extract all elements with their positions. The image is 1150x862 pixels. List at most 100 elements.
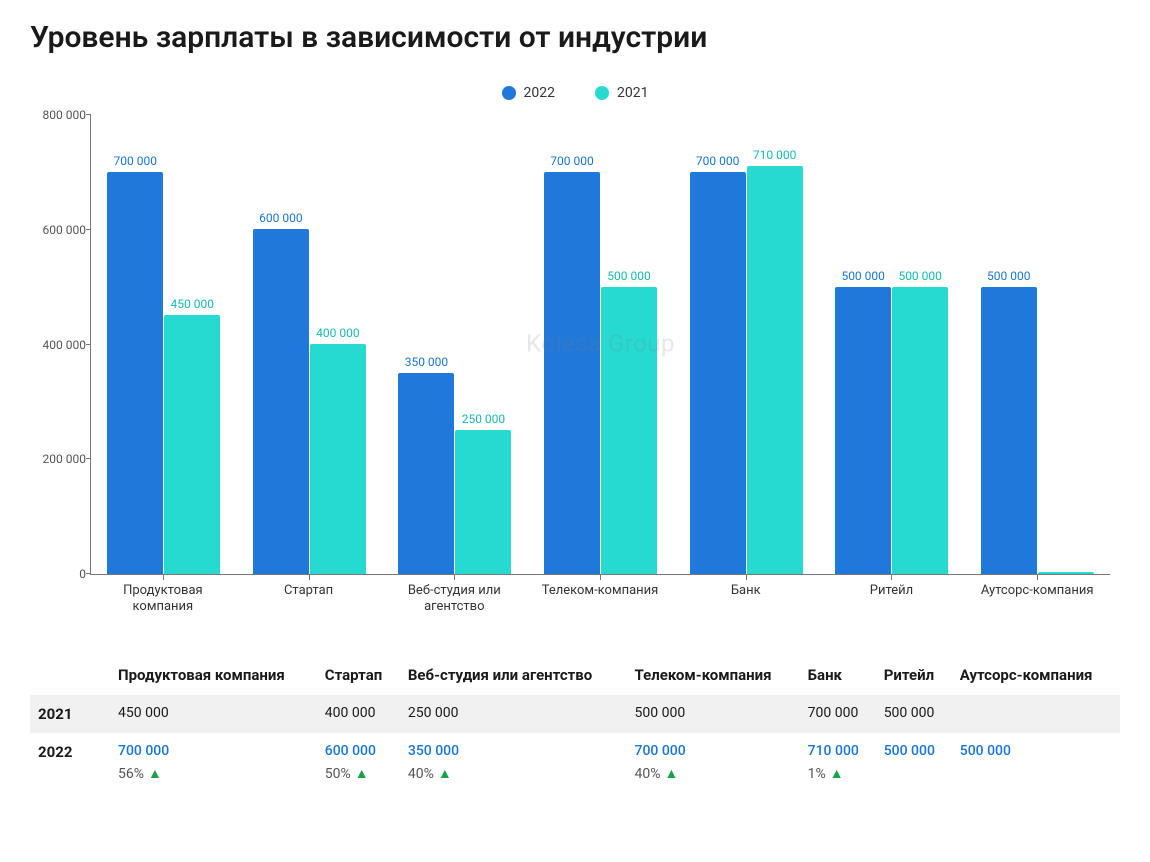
bar-value-label: 250 000 (462, 412, 505, 426)
table-row-2022: 2022 700 00056%▲600 00050%▲350 00040%▲70… (30, 733, 1120, 792)
y-tick-label: 200 000 (31, 452, 86, 466)
y-tick-mark (86, 114, 91, 115)
table-cell: 250 000 (400, 695, 627, 733)
arrow-up-icon: ▲ (355, 765, 369, 782)
bar-value-label: 500 000 (607, 269, 650, 283)
legend-label: 2021 (617, 85, 648, 101)
x-axis-labels: Продуктовая компанияСтартапВеб-студия ил… (90, 579, 1110, 616)
x-tick: Продуктовая компания (90, 579, 236, 616)
bar-value-label: 710 000 (753, 148, 796, 162)
bar-value-label: 700 000 (550, 154, 593, 168)
bar-2021: 710 000 (747, 166, 803, 574)
table-cell: 400 000 (317, 695, 400, 733)
x-axis-label: Продуктовая компания (90, 579, 236, 616)
table-cell: 500 000 (876, 695, 952, 733)
y-tick-label: 600 000 (31, 223, 86, 237)
chart-legend: 2022 2021 (30, 85, 1120, 101)
x-axis-label: Стартап (236, 579, 382, 599)
arrow-up-icon: ▲ (438, 765, 452, 782)
y-tick-label: 0 (31, 567, 86, 581)
x-tick: Стартап (236, 579, 382, 616)
growth-percent: 40% (635, 766, 661, 782)
table-cell (952, 695, 1120, 733)
arrow-up-icon: ▲ (665, 765, 679, 782)
bar-2021: 250 000 (455, 430, 511, 574)
x-tick: Телеком-компания (527, 579, 673, 616)
bar-value-label: 700 000 (114, 154, 157, 168)
table-row-2021: 2021 450 000400 000250 000500 000700 000… (30, 695, 1120, 733)
growth-percent: 1% (808, 766, 826, 782)
arrow-up-icon: ▲ (148, 765, 162, 782)
bar-value-label: 600 000 (259, 211, 302, 225)
growth-indicator: 50%▲ (325, 765, 392, 782)
x-tick-mark (891, 575, 892, 580)
table-column-header: Аутсорс-компания (952, 656, 1120, 696)
chart-area: 0200 000400 000600 000800 000 700 000450… (90, 115, 1110, 575)
y-tick-label: 800 000 (31, 108, 86, 122)
bar-2022: 350 000 (398, 373, 454, 574)
bar-value-label: 500 000 (841, 269, 884, 283)
legend-item: 2022 (502, 85, 555, 101)
data-table: Продуктовая компанияСтартапВеб-студия ил… (30, 656, 1120, 793)
table-value-2022: 700 000 (635, 743, 792, 759)
bar-2022: 500 000 (981, 287, 1037, 575)
bar-group: 700 000 500 000 (528, 115, 674, 574)
table-cell: 450 000 (110, 695, 317, 733)
bar-value-label: 500 000 (987, 269, 1030, 283)
table-cell: 700 000 40%▲ (627, 733, 800, 792)
bar-2022: 500 000 (835, 287, 891, 575)
x-tick-mark (1037, 575, 1038, 580)
table-value-2022: 500 000 (884, 743, 944, 759)
table-cell: 500 000 (952, 733, 1120, 792)
table-cell: 350 000 40%▲ (400, 733, 627, 792)
y-axis: 0200 000400 000600 000800 000 (31, 115, 86, 574)
y-tick-label: 400 000 (31, 338, 86, 352)
table-cell: 700 00056%▲ (110, 733, 317, 792)
y-tick-mark (86, 344, 91, 345)
bar-2022: 700 000 (107, 172, 163, 575)
x-tick: Аутсорс-компания (964, 579, 1110, 616)
growth-percent: 40% (408, 766, 434, 782)
bar-2021: 450 000 (164, 315, 220, 574)
bar-group: 700 000450 000 (91, 115, 237, 574)
table-value-2022: 350 000 (408, 743, 619, 759)
table-column-header: Продуктовая компания (110, 656, 317, 696)
x-tick-mark (746, 575, 747, 580)
legend-item: 2021 (595, 85, 648, 101)
bar-2022: 700 000 (690, 172, 746, 575)
x-axis-label: Банк (673, 579, 819, 599)
y-tick-mark (86, 573, 91, 574)
y-tick-mark (86, 458, 91, 459)
x-axis-label: Ритейл (819, 579, 965, 599)
row-label-2022: 2022 (30, 733, 110, 792)
table-value-2022: 600 000 (325, 743, 392, 759)
x-axis-label: Телеком-компания (527, 579, 673, 599)
bar-2021 (1038, 572, 1094, 574)
bar-2022: 700 000 (544, 172, 600, 575)
table-cell: 600 000 50%▲ (317, 733, 400, 792)
bar-2021: 500 000 (892, 287, 948, 575)
table-value-2022: 710 000 (808, 743, 868, 759)
table-value-2022: 500 000 (960, 743, 1112, 759)
y-tick-mark (86, 229, 91, 230)
x-tick: Веб-студия или агентство (381, 579, 527, 616)
table-column-header: Телеком-компания (627, 656, 800, 696)
bar-group: 500 000500 000 (819, 115, 965, 574)
legend-swatch (502, 86, 516, 100)
growth-indicator: 40%▲ (408, 765, 619, 782)
table-column-header: Стартап (317, 656, 400, 696)
x-axis-label: Веб-студия или агентство (381, 579, 527, 616)
x-tick-mark (600, 575, 601, 580)
x-axis-label: Аутсорс-компания (964, 579, 1110, 599)
row-label-2021: 2021 (30, 695, 110, 733)
x-tick-mark (163, 575, 164, 580)
table-column-header: Ритейл (876, 656, 952, 696)
table-column-header: Банк (800, 656, 876, 696)
table-cell: 500 000 (627, 695, 800, 733)
table-cell: 700 000 (800, 695, 876, 733)
chart-container: 0200 000400 000600 000800 000 700 000450… (90, 115, 1110, 575)
page-title: Уровень зарплаты в зависимости от индуст… (30, 20, 1120, 55)
bar-group: 600 000 400 000 (237, 115, 383, 574)
bar-2022: 600 000 (253, 229, 309, 574)
bar-value-label: 400 000 (316, 326, 359, 340)
